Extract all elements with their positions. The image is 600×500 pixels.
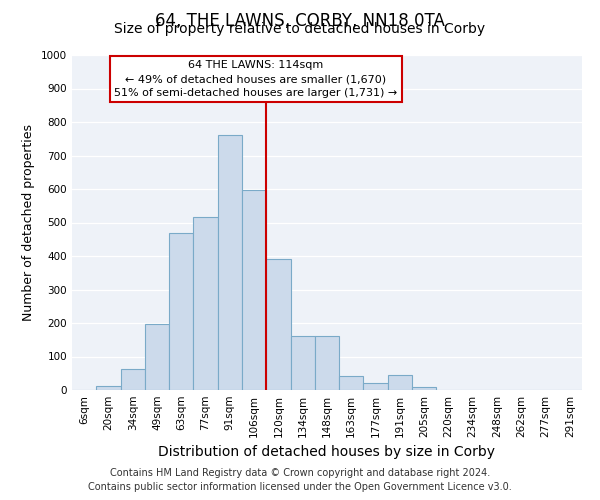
Y-axis label: Number of detached properties: Number of detached properties xyxy=(22,124,35,321)
Bar xyxy=(242,190,266,390)
X-axis label: Distribution of detached houses by size in Corby: Distribution of detached houses by size … xyxy=(158,446,496,460)
Bar xyxy=(266,260,290,390)
Bar xyxy=(339,376,364,390)
Bar xyxy=(169,232,193,390)
Text: Size of property relative to detached houses in Corby: Size of property relative to detached ho… xyxy=(115,22,485,36)
Bar xyxy=(218,136,242,390)
Bar xyxy=(290,336,315,390)
Text: Contains HM Land Registry data © Crown copyright and database right 2024.
Contai: Contains HM Land Registry data © Crown c… xyxy=(88,468,512,492)
Bar xyxy=(388,375,412,390)
Text: 64, THE LAWNS, CORBY, NN18 0TA: 64, THE LAWNS, CORBY, NN18 0TA xyxy=(155,12,445,30)
Text: 64 THE LAWNS: 114sqm
← 49% of detached houses are smaller (1,670)
51% of semi-de: 64 THE LAWNS: 114sqm ← 49% of detached h… xyxy=(114,60,397,98)
Bar xyxy=(96,386,121,390)
Bar xyxy=(193,218,218,390)
Bar xyxy=(121,369,145,390)
Bar xyxy=(315,336,339,390)
Bar xyxy=(364,384,388,390)
Bar xyxy=(412,386,436,390)
Bar xyxy=(145,324,169,390)
